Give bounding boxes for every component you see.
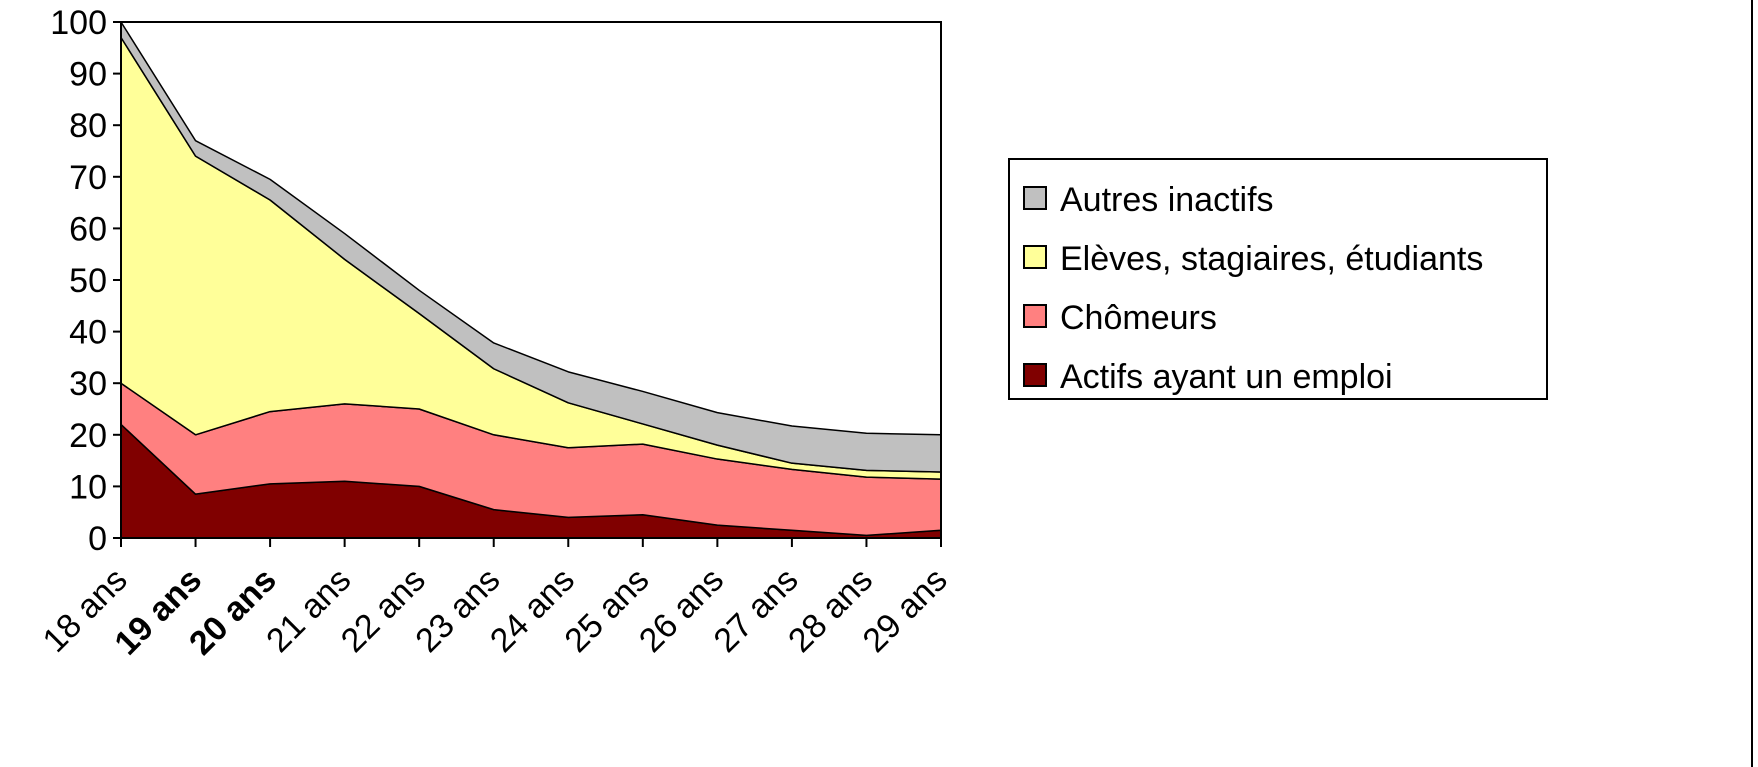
x-tick-label: 26 ans [632, 561, 731, 660]
legend-item-eleves-stagiaires-etudiants: Elèves, stagiaires, étudiants [1023, 240, 1483, 278]
y-tick-label: 0 [88, 520, 107, 558]
legend-item-autres-inactifs: Autres inactifs [1023, 181, 1274, 219]
y-tick-label: 60 [69, 210, 107, 248]
legend-swatch [1023, 304, 1047, 328]
legend-label: Elèves, stagiaires, étudiants [1060, 240, 1483, 278]
area-eleves-stagiaires-etudiants [120, 36, 942, 480]
area-layers [120, 21, 942, 539]
legend-box [1008, 158, 1548, 400]
x-tick-label: 27 ans [707, 561, 806, 660]
y-tick-label: 20 [69, 417, 107, 455]
legend-label: Autres inactifs [1060, 181, 1274, 219]
y-tick-label: 100 [50, 4, 107, 42]
y-tick-label: 10 [69, 468, 107, 506]
legend-label: Actifs ayant un emploi [1060, 358, 1393, 396]
x-tick-label: 28 ans [781, 561, 880, 660]
legend-label: Chômeurs [1060, 299, 1217, 337]
x-tick-label: 22 ans [334, 561, 433, 660]
y-axis: 0 10 20 30 40 50 60 70 80 90 100 [50, 4, 121, 558]
legend-swatch [1023, 245, 1047, 269]
x-tick-label: 29 ans [856, 561, 955, 660]
x-tick-label: 21 ans [259, 561, 358, 660]
x-tick-label: 25 ans [557, 561, 656, 660]
legend-swatch [1023, 186, 1047, 210]
legend-item-actifs-ayant-un-emploi: Actifs ayant un emploi [1023, 358, 1393, 396]
x-tick-label: 24 ans [483, 561, 582, 660]
legend: Autres inactifs Elèves, stagiaires, étudi… [1008, 158, 1548, 400]
y-tick-label: 80 [69, 107, 107, 145]
legend-item-chomeurs: Chômeurs [1023, 299, 1217, 337]
x-tick-label: 23 ans [408, 561, 507, 660]
y-tick-label: 50 [69, 262, 107, 300]
legend-swatch [1023, 363, 1047, 387]
y-tick-label: 40 [69, 314, 107, 352]
y-tick-label: 30 [69, 365, 107, 403]
y-tick-label: 90 [69, 56, 107, 94]
y-tick-label: 70 [69, 159, 107, 197]
